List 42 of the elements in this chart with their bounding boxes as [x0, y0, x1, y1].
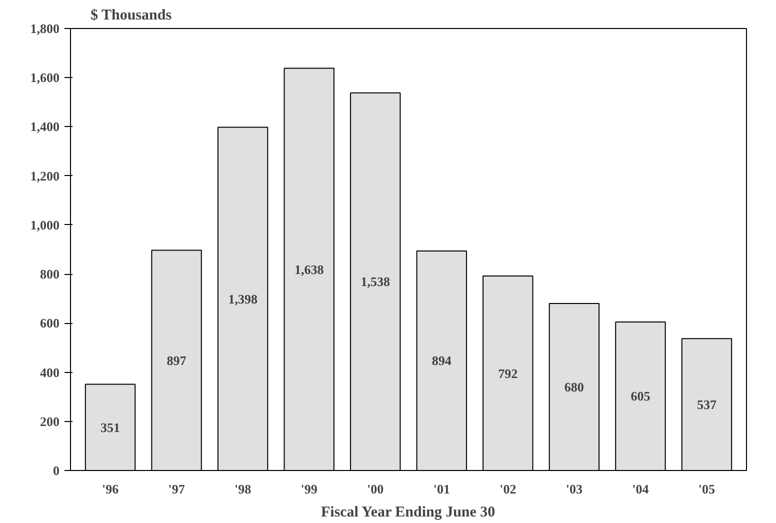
data-label: 897: [166, 352, 187, 368]
x-tick-label: '98: [234, 482, 252, 496]
x-tick-label: '03: [566, 482, 583, 496]
data-label: 351: [100, 420, 120, 435]
bar: [615, 321, 666, 470]
y-axis-title: $ Thousands: [90, 8, 172, 24]
y-tick-label: 400: [40, 364, 60, 380]
y-tick-label: 1,800: [30, 21, 60, 36]
data-label: 1,398: [228, 291, 258, 306]
bar: [84, 384, 136, 470]
y-tick-label: 600: [40, 316, 60, 331]
bar: [548, 303, 600, 470]
x-tick-label: '02: [500, 482, 516, 496]
y-tick-label: 1,400: [30, 119, 60, 134]
data-label: 792: [498, 366, 518, 381]
bar: [350, 92, 401, 470]
bar: [284, 68, 334, 470]
data-label: 1,538: [360, 274, 390, 290]
bar: [482, 276, 534, 470]
data-label: 680: [564, 380, 584, 395]
bar: [217, 126, 268, 470]
y-tick-label: 800: [40, 266, 60, 282]
y-tick-label: 1,200: [30, 168, 60, 184]
y-tick-label: 1,600: [30, 70, 60, 86]
x-tick-label: '05: [698, 482, 716, 496]
y-tick-label: 0: [53, 463, 60, 478]
y-tick-label: 1,000: [30, 217, 60, 232]
x-tick-label: '97: [168, 482, 186, 496]
data-label: 1,638: [294, 262, 324, 277]
data-label: 894: [432, 353, 452, 368]
bar: [416, 250, 467, 470]
x-tick-label: '99: [300, 482, 318, 496]
data-label: 537: [696, 397, 717, 412]
bar: [681, 338, 732, 470]
y-tick-label: 200: [40, 414, 60, 429]
data-label: 605: [630, 388, 651, 404]
bar: [151, 250, 202, 470]
x-tick-label: '01: [433, 482, 450, 496]
x-tick-label: '04: [632, 482, 650, 496]
x-axis-title: Fiscal Year Ending June 30: [320, 504, 496, 520]
x-tick-label: '96: [102, 482, 120, 496]
x-tick-label: '00: [367, 482, 384, 496]
